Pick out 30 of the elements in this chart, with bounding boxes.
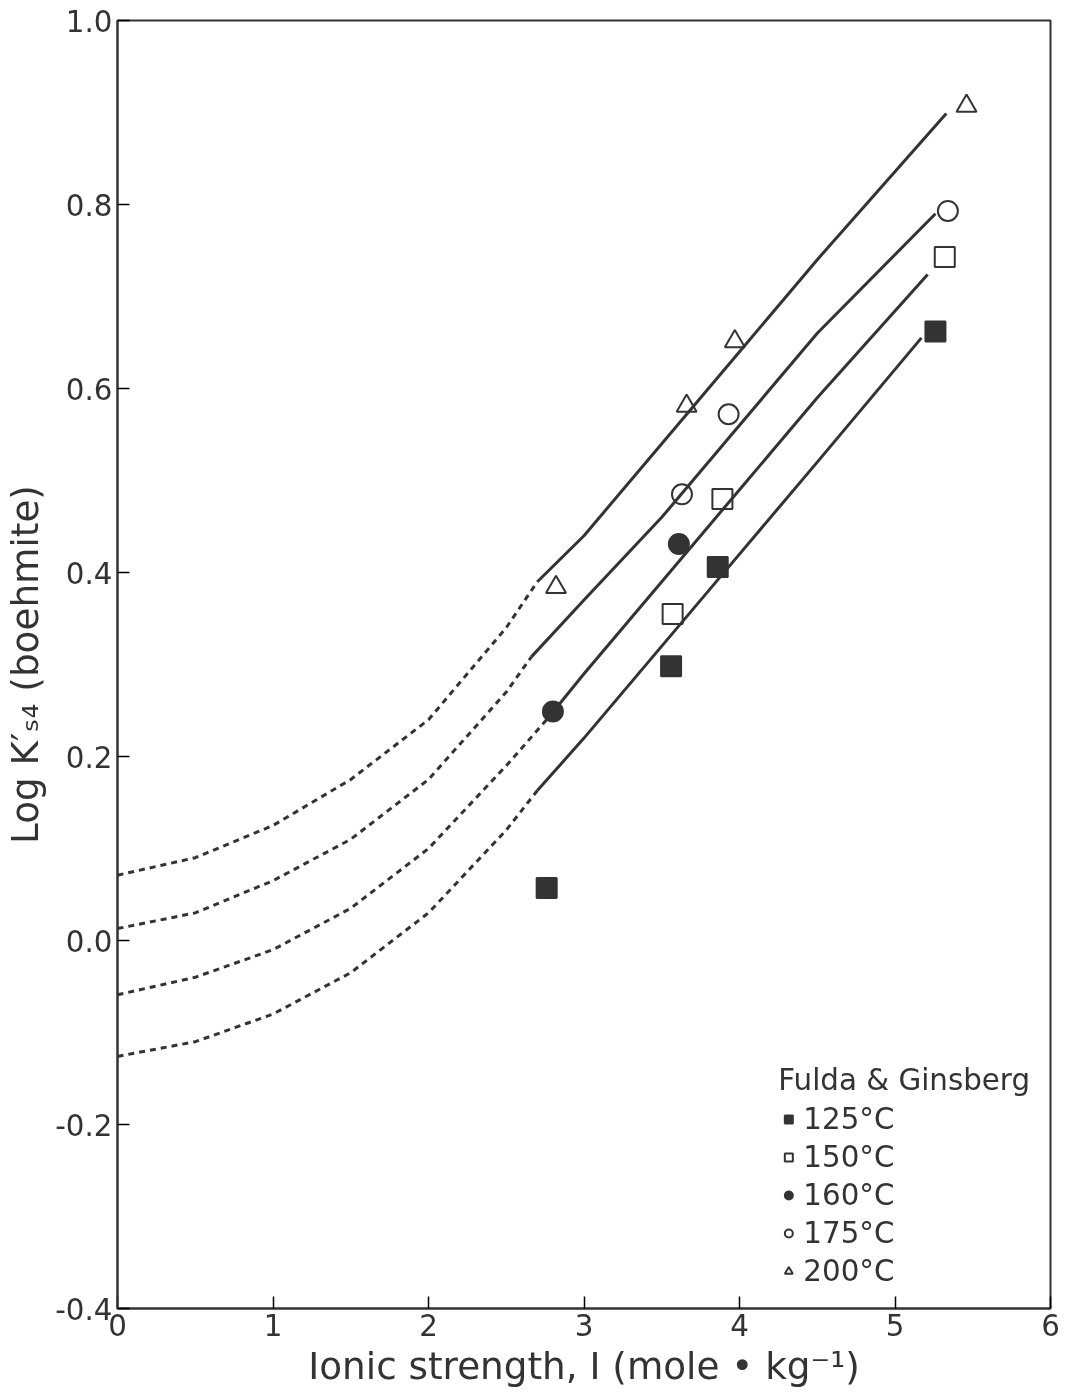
x-tick-label: 2 bbox=[419, 1308, 438, 1343]
x-axis-title: Ionic strength, I (mole • kg⁻¹) bbox=[308, 1343, 860, 1388]
y-tick-label: 1.0 bbox=[65, 4, 113, 39]
x-tick-label: 5 bbox=[885, 1308, 905, 1343]
y-tick-label: 0.6 bbox=[65, 372, 113, 407]
point bbox=[706, 555, 729, 578]
point bbox=[717, 403, 740, 426]
y-axis-title: Log K′ₛ₄ (boehmite) bbox=[3, 485, 48, 844]
legend-label: 200°C bbox=[803, 1254, 895, 1288]
x-tick-label: 1 bbox=[263, 1308, 283, 1343]
x-tick-label: 6 bbox=[1041, 1308, 1060, 1343]
point bbox=[924, 320, 947, 343]
legend-label: 125°C bbox=[803, 1102, 895, 1136]
y-tick-label: 0.4 bbox=[65, 556, 113, 591]
y-tick-label: 0.8 bbox=[65, 188, 113, 223]
legend-label: 150°C bbox=[803, 1140, 895, 1174]
point bbox=[535, 877, 558, 900]
y-tick-label: 0.2 bbox=[65, 740, 113, 775]
x-tick-label: 4 bbox=[730, 1308, 749, 1343]
y-tick-label: 0.0 bbox=[65, 924, 113, 959]
x-tick-label: 3 bbox=[574, 1308, 594, 1343]
point bbox=[660, 655, 683, 678]
legend-label: 175°C bbox=[803, 1216, 895, 1250]
point bbox=[936, 199, 959, 222]
legend-label: 160°C bbox=[803, 1178, 895, 1212]
point bbox=[661, 602, 684, 625]
point bbox=[667, 533, 690, 555]
point bbox=[933, 245, 956, 268]
y-tick-label: -0.2 bbox=[55, 1108, 113, 1143]
legend-title: Fulda & Ginsberg bbox=[778, 1063, 1030, 1097]
